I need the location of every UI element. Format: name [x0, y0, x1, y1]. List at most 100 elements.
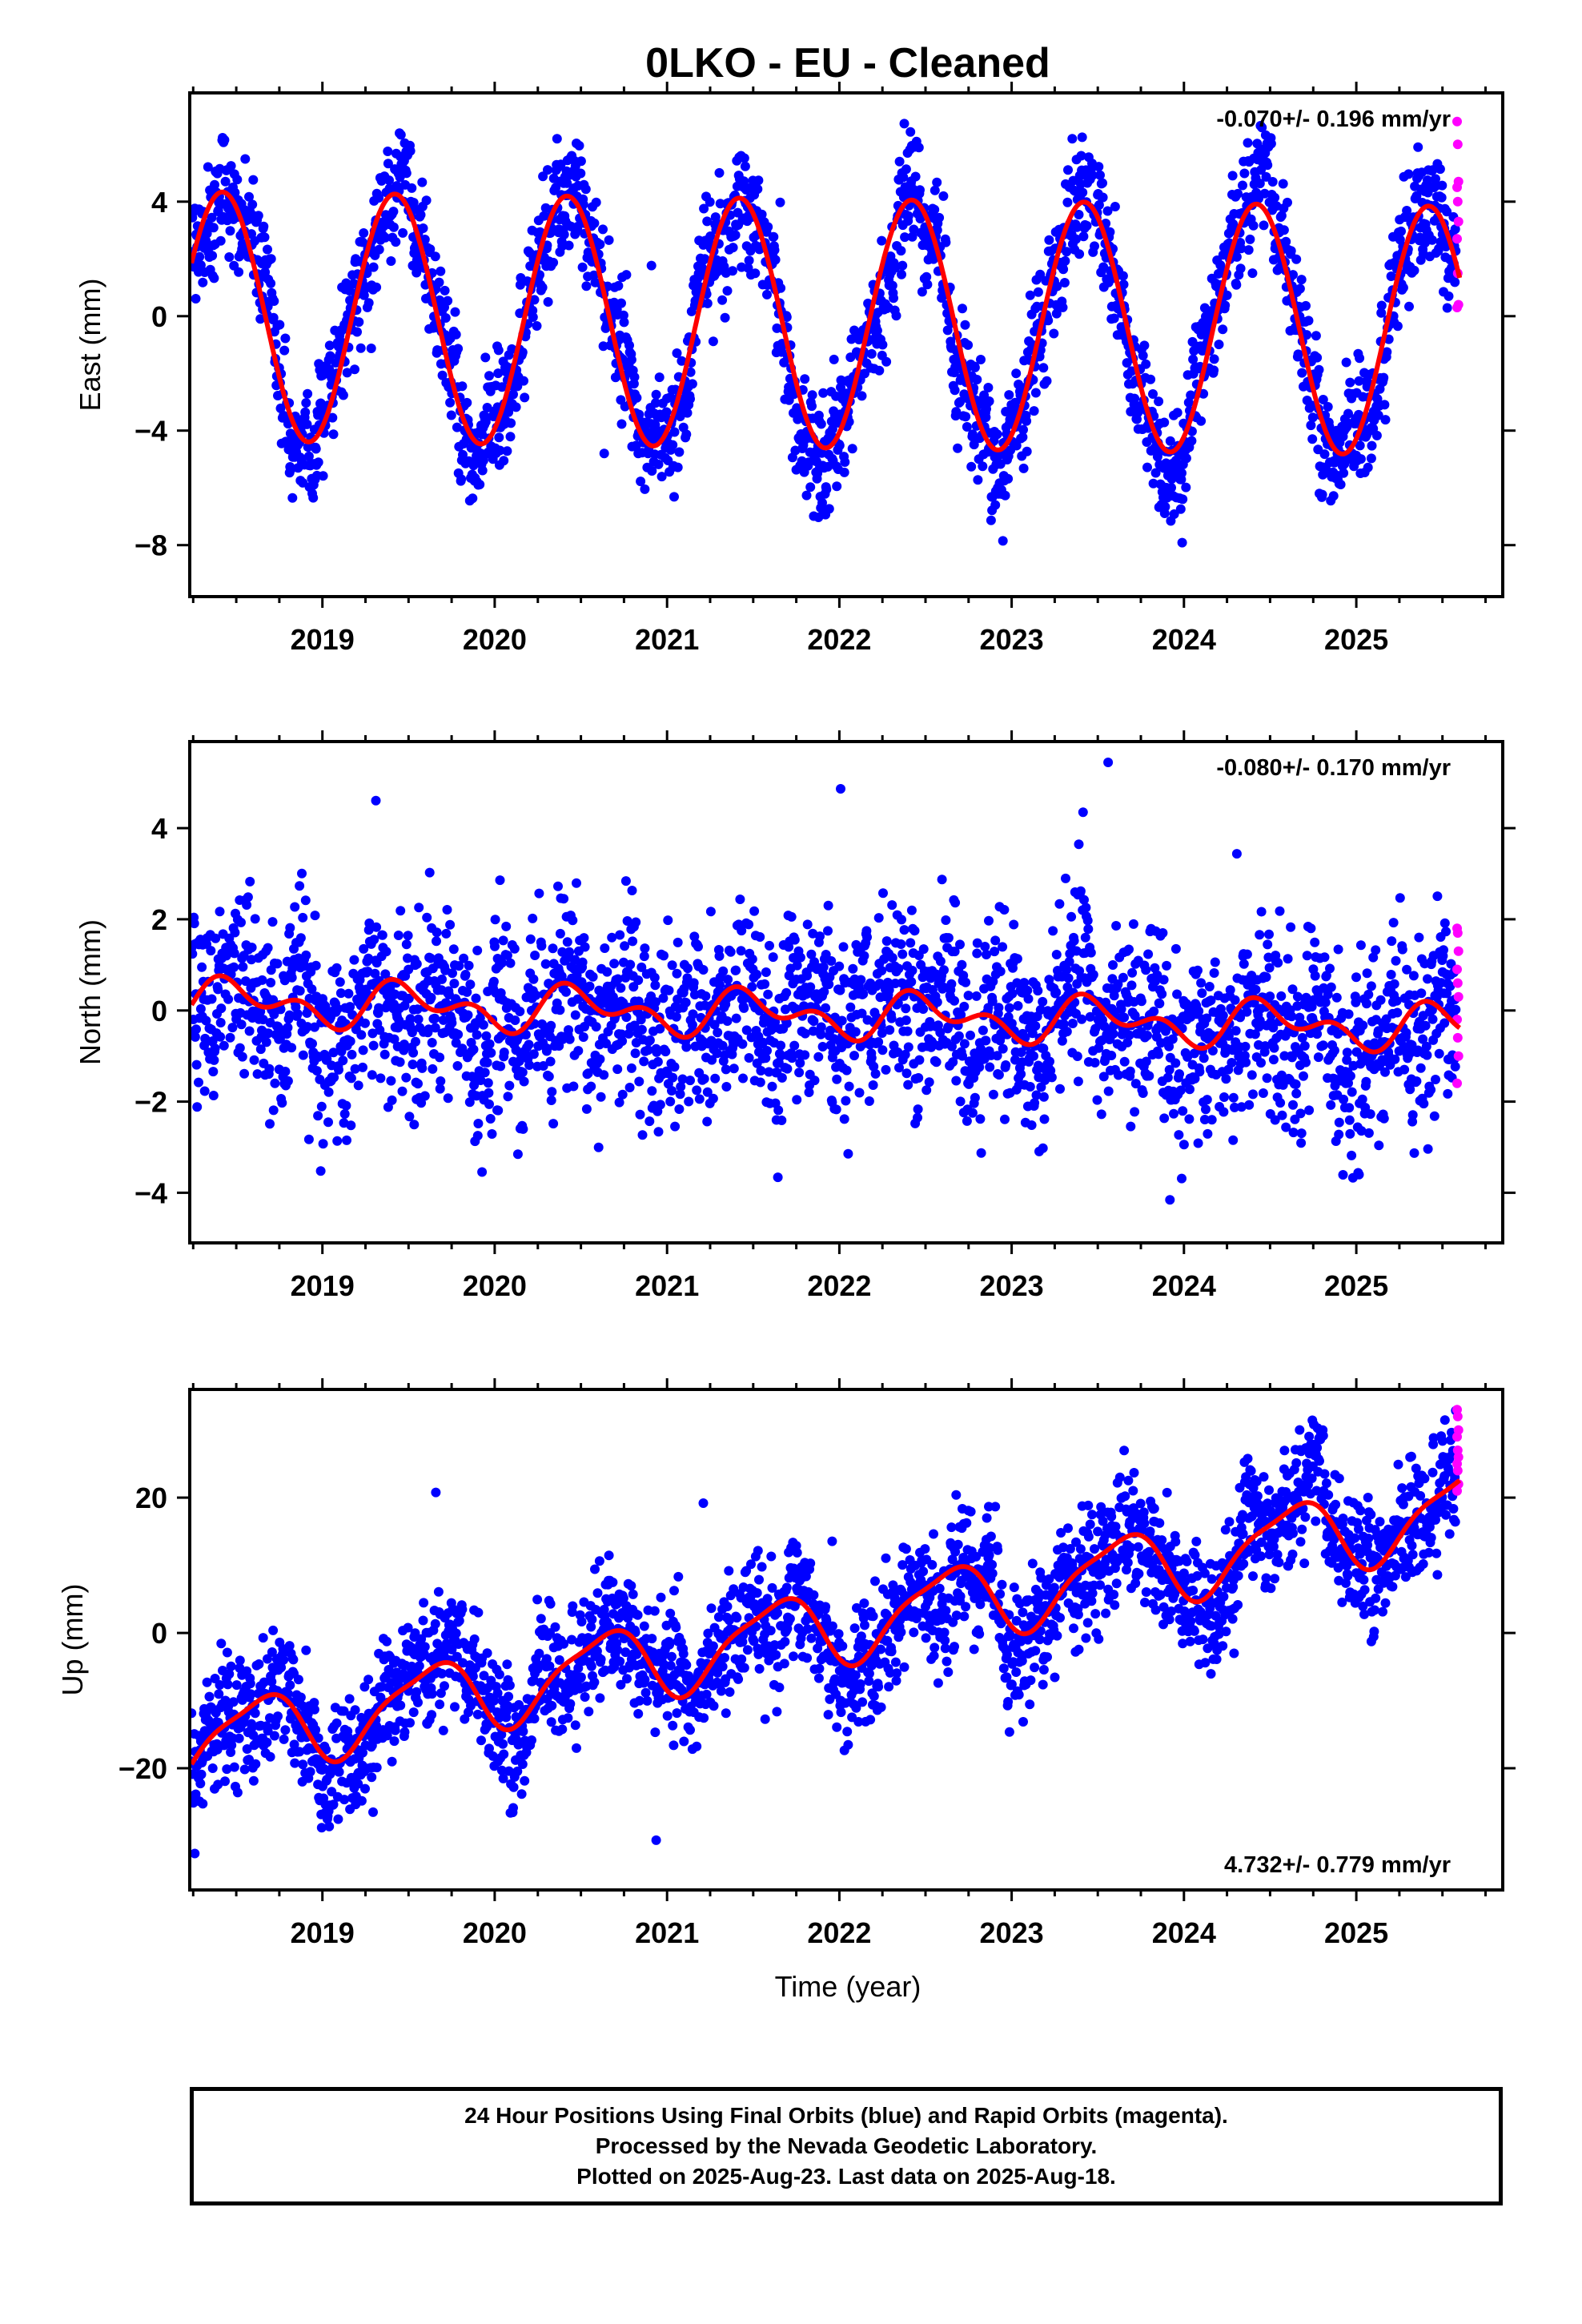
final-orbit-point — [450, 307, 460, 317]
final-orbit-point — [564, 947, 575, 957]
final-orbit-point — [1365, 1109, 1375, 1120]
final-orbit-point — [197, 962, 207, 972]
final-orbit-point — [440, 285, 450, 296]
final-orbit-point — [1186, 436, 1197, 446]
final-orbit-point — [1181, 453, 1191, 464]
final-orbit-point — [1214, 340, 1224, 350]
final-orbit-point — [668, 1072, 678, 1083]
final-orbit-point — [1196, 416, 1207, 426]
final-orbit-point — [1170, 1058, 1181, 1068]
final-orbit-point — [451, 329, 461, 340]
final-orbit-point — [327, 412, 338, 423]
final-orbit-point — [384, 175, 394, 186]
final-orbit-point — [723, 975, 733, 985]
final-orbit-point — [1286, 922, 1296, 932]
final-orbit-point — [802, 971, 813, 981]
final-orbit-point — [350, 1063, 360, 1074]
final-orbit-point — [1063, 165, 1073, 175]
final-orbit-point — [685, 1076, 695, 1086]
final-orbit-point — [840, 457, 850, 467]
final-orbit-point — [1159, 417, 1170, 428]
final-orbit-point — [416, 210, 426, 220]
final-orbit-point — [1247, 1070, 1257, 1080]
final-orbit-point — [1072, 1051, 1082, 1061]
final-orbit-point — [1402, 206, 1412, 215]
final-orbit-point — [1363, 989, 1374, 999]
final-orbit-point — [1240, 46, 1250, 55]
final-orbit-point — [1355, 940, 1366, 951]
final-orbit-point — [190, 1031, 200, 1042]
final-orbit-point — [562, 178, 572, 188]
final-orbit-point — [591, 1022, 601, 1032]
final-orbit-point — [789, 1040, 800, 1051]
final-orbit-point — [821, 485, 832, 495]
final-orbit-point — [906, 977, 917, 987]
final-orbit-point — [694, 1094, 705, 1104]
final-orbit-point — [702, 1116, 713, 1127]
final-orbit-point — [747, 954, 757, 964]
final-orbit-point — [624, 340, 634, 351]
final-orbit-point — [545, 1056, 556, 1067]
final-orbit-point — [393, 931, 404, 940]
final-orbit-point — [495, 875, 505, 886]
final-orbit-point — [379, 1049, 390, 1059]
final-orbit-point — [1188, 354, 1199, 364]
final-orbit-point — [689, 978, 699, 988]
final-orbit-point — [1355, 454, 1366, 464]
final-orbit-point — [786, 911, 797, 922]
final-orbit-point — [342, 368, 352, 378]
final-orbit-point — [617, 1089, 628, 1100]
final-orbit-point — [850, 1027, 861, 1037]
final-orbit-point — [267, 917, 278, 927]
final-orbit-point — [1148, 478, 1158, 489]
final-orbit-point — [1009, 919, 1019, 930]
final-orbit-point — [1003, 473, 1014, 484]
final-orbit-point — [818, 962, 829, 972]
final-orbit-point — [818, 388, 829, 398]
final-orbit-point — [224, 252, 235, 262]
final-orbit-point — [1044, 235, 1054, 245]
final-orbit-point — [950, 898, 961, 908]
final-orbit-point — [1283, 197, 1292, 207]
final-orbit-point — [1248, 220, 1259, 231]
final-orbit-point — [981, 412, 991, 423]
final-orbit-point — [673, 937, 683, 947]
final-orbit-point — [484, 371, 494, 381]
final-orbit-point — [967, 429, 978, 440]
final-orbit-point — [1185, 1084, 1195, 1095]
final-orbit-point — [215, 1018, 226, 1027]
final-orbit-point — [368, 1040, 379, 1051]
final-orbit-point — [905, 127, 916, 137]
final-orbit-point — [353, 1080, 363, 1091]
final-orbit-point — [552, 134, 562, 144]
final-orbit-point — [559, 229, 569, 239]
final-orbit-point — [1403, 169, 1414, 179]
final-orbit-point — [1303, 316, 1314, 326]
final-orbit-point — [303, 1134, 314, 1144]
final-orbit-point — [874, 365, 885, 376]
final-orbit-point — [396, 906, 406, 916]
final-orbit-point — [626, 1063, 636, 1073]
y-tick-label: 0 — [151, 300, 167, 333]
final-orbit-point — [1307, 434, 1318, 444]
final-orbit-point — [313, 1111, 323, 1121]
final-orbit-point — [924, 1077, 934, 1088]
final-orbit-point — [738, 1073, 748, 1084]
final-orbit-point — [295, 933, 306, 943]
final-orbit-point — [773, 1105, 784, 1116]
final-orbit-point — [1204, 982, 1215, 991]
final-orbit-point — [705, 197, 715, 207]
final-orbit-point — [1276, 211, 1287, 221]
final-orbit-point — [229, 962, 239, 972]
final-orbit-point — [762, 1046, 772, 1055]
final-orbit-point — [468, 1044, 479, 1055]
final-orbit-point — [1128, 919, 1138, 929]
rapid-orbit-point — [1453, 216, 1464, 227]
final-orbit-point — [958, 304, 967, 314]
final-orbit-point — [259, 232, 270, 243]
final-orbit-point — [1150, 468, 1161, 478]
final-orbit-point — [960, 320, 970, 330]
final-orbit-point — [817, 497, 827, 508]
final-orbit-point — [900, 232, 910, 243]
final-orbit-point — [350, 364, 359, 375]
